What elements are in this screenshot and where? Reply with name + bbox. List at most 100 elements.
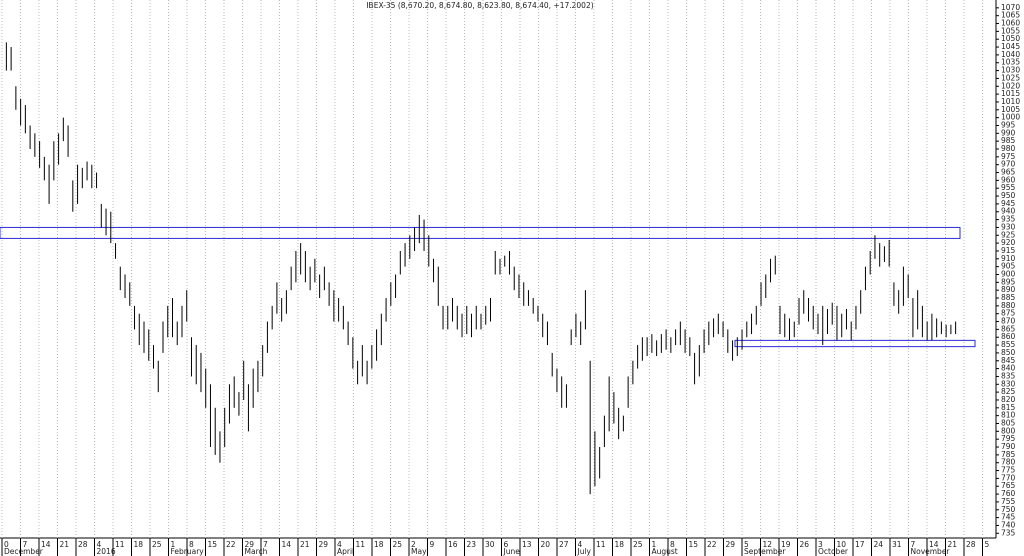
zone <box>734 339 976 348</box>
y-tick-label: 790 <box>1001 442 1016 451</box>
y-tick-label: 885 <box>1001 293 1016 302</box>
x-tick-label: 14 <box>282 540 292 549</box>
x-tick-label: 22 <box>707 540 717 549</box>
x-tick-label: 3 <box>818 540 823 549</box>
x-tick-label: 23 <box>467 540 477 549</box>
y-tick-label: 800 <box>1001 426 1016 435</box>
x-tick-label: 22 <box>226 540 236 549</box>
x-tick-label: 26 <box>800 540 810 549</box>
y-tick-label: 810 <box>1001 411 1016 420</box>
y-tick-label: 870 <box>1001 317 1016 326</box>
y-tick-label: 980 <box>1001 144 1016 153</box>
y-tick-label: 970 <box>1001 160 1016 169</box>
x-tick-label: 11 <box>356 540 366 549</box>
y-tick-label: 935 <box>1001 215 1016 224</box>
x-tick-label: 24 <box>874 540 884 549</box>
x-tick-label: 16 <box>448 540 458 549</box>
x-tick-label: 11 <box>115 540 125 549</box>
y-tick-label: 985 <box>1001 136 1016 145</box>
y-tick-label: 875 <box>1001 309 1016 318</box>
y-tick-label: 905 <box>1001 262 1016 271</box>
x-tick-label: 7 <box>263 540 268 549</box>
y-tick-label: 820 <box>1001 395 1016 404</box>
y-tick-label: 930 <box>1001 222 1016 231</box>
y-tick-label: 830 <box>1001 379 1016 388</box>
y-tick-label: 780 <box>1001 458 1016 467</box>
x-tick-label: 29 <box>245 540 255 549</box>
y-tick-label: 975 <box>1001 152 1016 161</box>
x-tick-label: 18 <box>134 540 144 549</box>
x-tick-label: 13 <box>522 540 532 549</box>
x-tick-label: 7 <box>23 540 28 549</box>
x-tick-label: 5 <box>985 540 990 549</box>
x-tick-label: 8 <box>670 540 675 549</box>
y-tick-label: 745 <box>1001 513 1016 522</box>
x-month-label: July <box>577 547 592 556</box>
y-tick-label: 835 <box>1001 371 1016 380</box>
y-tick-label: 1005 <box>1001 105 1020 114</box>
y-tick-label: 1025 <box>1001 73 1020 82</box>
x-tick-label: 18 <box>374 540 384 549</box>
x-tick-label: 14 <box>41 540 51 549</box>
x-tick-label: 4 <box>97 540 102 549</box>
x-tick-label: 11 <box>596 540 606 549</box>
y-tick-label: 1000 <box>1001 113 1020 122</box>
y-tick-label: 1035 <box>1001 58 1020 67</box>
y-tick-label: 880 <box>1001 301 1016 310</box>
x-tick-label: 30 <box>485 540 495 549</box>
y-tick-label: 760 <box>1001 489 1016 498</box>
x-tick-label: 25 <box>633 540 643 549</box>
x-tick-label: 28 <box>78 540 88 549</box>
x-tick-label: 9 <box>430 540 435 549</box>
x-tick-label: 21 <box>60 540 70 549</box>
x-month-label: April <box>337 547 354 556</box>
x-month-label: May <box>411 547 427 556</box>
y-tick-label: 770 <box>1001 473 1016 482</box>
y-tick-label: 890 <box>1001 285 1016 294</box>
y-tick-label: 750 <box>1001 505 1016 514</box>
x-month-label: August <box>652 547 678 556</box>
x-tick-label: 18 <box>615 540 625 549</box>
y-tick-label: 850 <box>1001 348 1016 357</box>
x-month-label: 2016 <box>97 547 116 556</box>
x-tick-label: 6 <box>504 540 509 549</box>
y-tick-label: 1020 <box>1001 81 1020 90</box>
y-tick-label: 1060 <box>1001 19 1020 28</box>
y-tick-label: 1040 <box>1001 50 1020 59</box>
y-tick-label: 1015 <box>1001 89 1020 98</box>
y-tick-label: 740 <box>1001 520 1016 529</box>
y-tick-label: 1050 <box>1001 34 1020 43</box>
x-tick-label: 29 <box>319 540 329 549</box>
x-tick-label: 4 <box>578 540 583 549</box>
x-tick-label: 0 <box>4 540 9 549</box>
y-tick-label: 965 <box>1001 168 1016 177</box>
y-tick-label: 795 <box>1001 434 1016 443</box>
x-tick-label: 8 <box>189 540 194 549</box>
y-tick-label: 1030 <box>1001 66 1020 75</box>
x-tick-label: 1 <box>171 540 176 549</box>
y-tick-label: 755 <box>1001 497 1016 506</box>
x-tick-label: 1 <box>652 540 657 549</box>
x-tick-label: 20 <box>541 540 551 549</box>
y-tick-label: 945 <box>1001 199 1016 208</box>
y-tick-label: 915 <box>1001 246 1016 255</box>
x-month-label: November <box>911 547 951 556</box>
x-month-label: December <box>4 547 44 556</box>
x-tick-label: 19 <box>781 540 791 549</box>
x-month-label: June <box>503 547 521 556</box>
y-tick-label: 1045 <box>1001 42 1020 51</box>
y-tick-label: 1065 <box>1001 11 1020 20</box>
y-tick-label: 860 <box>1001 332 1016 341</box>
x-tick-label: 2 <box>411 540 416 549</box>
y-tick-label: 920 <box>1001 238 1016 247</box>
zone <box>0 226 961 239</box>
y-tick-label: 995 <box>1001 120 1016 129</box>
x-tick-label: 12 <box>763 540 773 549</box>
y-tick-label: 855 <box>1001 340 1016 349</box>
x-tick-label: 28 <box>966 540 976 549</box>
x-month-label: October <box>818 547 849 556</box>
y-tick-label: 805 <box>1001 418 1016 427</box>
